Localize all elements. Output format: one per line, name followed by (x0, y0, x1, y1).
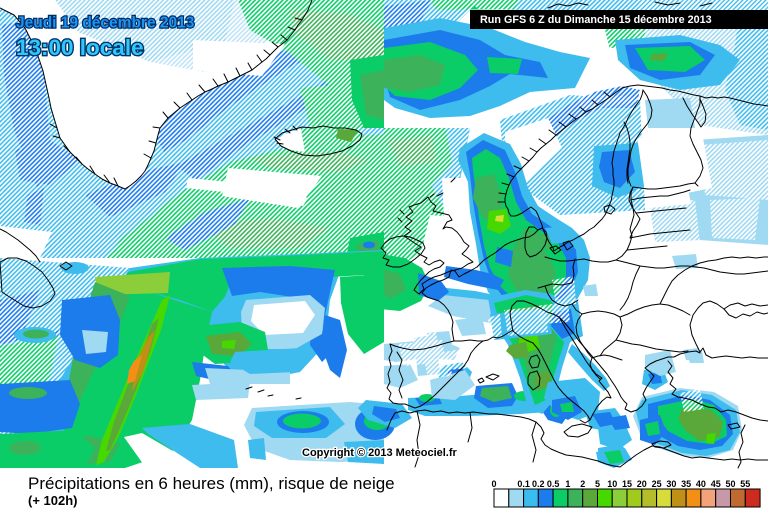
svg-text:35: 35 (681, 479, 691, 489)
svg-text:40: 40 (696, 479, 706, 489)
svg-text:(+ 102h): (+ 102h) (28, 493, 78, 508)
svg-text:5: 5 (595, 479, 600, 489)
svg-text:10: 10 (607, 479, 617, 489)
svg-text:50: 50 (725, 479, 735, 489)
svg-text:1: 1 (565, 479, 570, 489)
svg-text:0: 0 (491, 479, 496, 489)
svg-text:2: 2 (580, 479, 585, 489)
svg-text:Précipitations en 6 heures (mm: Précipitations en 6 heures (mm), risque … (28, 474, 395, 493)
svg-text:25: 25 (652, 479, 662, 489)
svg-text:55: 55 (740, 479, 750, 489)
svg-text:0.2: 0.2 (532, 479, 545, 489)
svg-text:15: 15 (622, 479, 632, 489)
svg-text:Run GFS 6 Z du Dimanche 15 déc: Run GFS 6 Z du Dimanche 15 décembre 2013 (480, 14, 712, 26)
svg-text:Copyright © 2013 Meteociel.fr: Copyright © 2013 Meteociel.fr (302, 447, 458, 459)
svg-text:Jeudi 19 décembre 2013: Jeudi 19 décembre 2013 (16, 15, 195, 32)
svg-text:45: 45 (711, 479, 721, 489)
svg-text:20: 20 (637, 479, 647, 489)
svg-text:30: 30 (666, 479, 676, 489)
svg-text:13:00 locale: 13:00 locale (16, 35, 144, 60)
svg-text:0.1: 0.1 (517, 479, 530, 489)
svg-text:0.5: 0.5 (547, 479, 560, 489)
